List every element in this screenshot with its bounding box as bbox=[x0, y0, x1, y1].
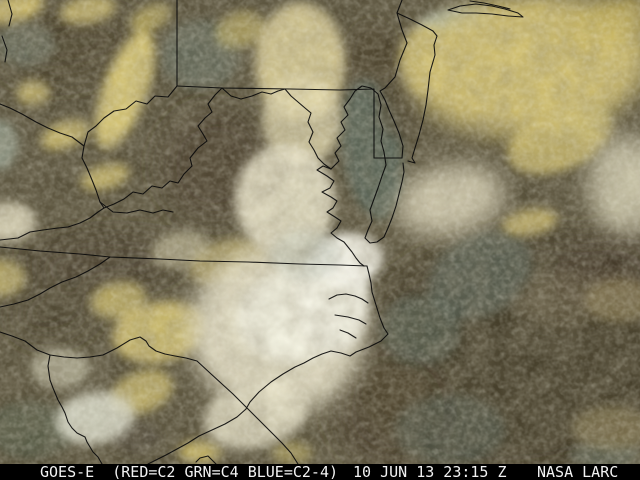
satellite-image bbox=[0, 0, 640, 464]
noise-grain bbox=[0, 0, 640, 464]
border-ohio-river bbox=[81, 85, 178, 203]
border-sc-ga bbox=[47, 354, 103, 464]
map-boundary-overlay bbox=[0, 0, 524, 464]
border-ny-nj bbox=[396, 12, 434, 32]
coast-albemarle-sound bbox=[328, 293, 369, 304]
border-tn-nc bbox=[0, 256, 111, 308]
product-label: GOES-E (RED=C2 GRN=C4 BLUE=C2-4) bbox=[40, 463, 339, 480]
border-ky-va bbox=[0, 201, 105, 241]
status-bar: GOES-E (RED=C2 GRN=C4 BLUE=C2-4) 10 JUN … bbox=[0, 464, 640, 480]
border-fragment-nw2 bbox=[7, 0, 13, 27]
border-va-nc-tn-line bbox=[0, 246, 368, 267]
coast-neuse-river bbox=[339, 329, 357, 339]
timestamp-label: 10 JUN 13 23:15 Z bbox=[353, 463, 507, 480]
coast-nj bbox=[407, 30, 438, 164]
coast-nc-outer-banks bbox=[147, 265, 389, 464]
border-wv-va bbox=[103, 87, 223, 209]
coast-long-island bbox=[447, 3, 524, 18]
border-delaware-river bbox=[379, 0, 408, 159]
border-potomac-river bbox=[221, 87, 332, 170]
border-mason-dixon bbox=[176, 85, 375, 91]
coast-sc-inlet bbox=[195, 455, 217, 464]
credit-label: NASA LARC bbox=[537, 463, 619, 480]
border-wv-ky bbox=[99, 201, 174, 214]
border-fragment-nw1 bbox=[1, 35, 8, 63]
border-nc-sc bbox=[0, 331, 299, 464]
coast-pamlico-sound bbox=[334, 314, 367, 325]
coast-delmarva bbox=[349, 85, 405, 244]
border-ohio-river-west bbox=[0, 103, 85, 147]
coast-chesapeake-west bbox=[316, 98, 365, 267]
coast-connecticut bbox=[469, 0, 511, 10]
